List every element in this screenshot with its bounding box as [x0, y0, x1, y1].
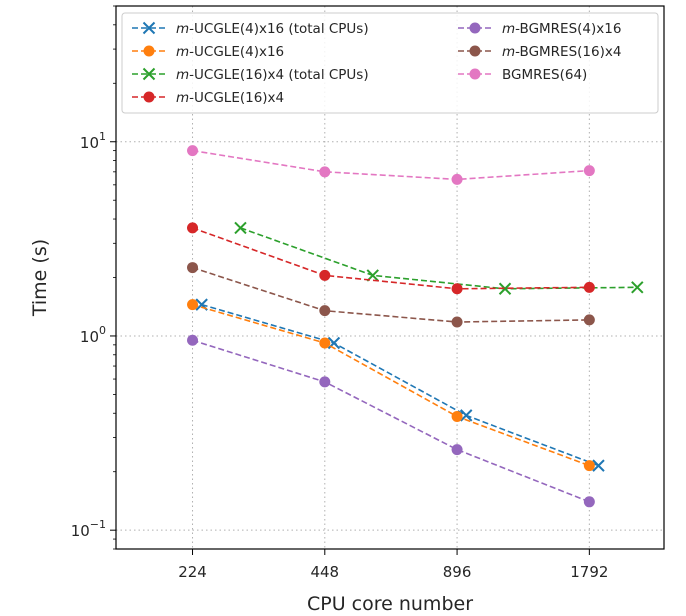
y-tick-label: 10−1 [71, 518, 106, 540]
legend-label: m-BGMRES(16)x4 [502, 44, 621, 60]
series-6 [187, 262, 595, 328]
series-2 [187, 299, 595, 472]
data-point-x-marker [498, 282, 512, 295]
series-7 [187, 145, 595, 185]
x-axis: 224 448 896 1792 [178, 549, 608, 581]
series-line [192, 303, 590, 467]
series-line [192, 266, 590, 323]
legend-entry: m-UCGLE(16)x4 [132, 90, 284, 106]
legend-marker [143, 91, 155, 103]
x-axis-title: CPU core number [307, 593, 473, 615]
legend-entry: m-BGMRES(4)x16 [458, 21, 621, 37]
legend-box [121, 12, 659, 114]
data-point [187, 222, 199, 234]
x-tick-label: 1792 [570, 563, 608, 581]
data-point [319, 166, 331, 178]
legend-marker [469, 22, 481, 34]
legend-marker [469, 68, 481, 80]
data-point [583, 281, 595, 293]
data-point [451, 316, 463, 328]
y-axis-title: Time (s) [29, 239, 51, 317]
data-point [583, 496, 595, 508]
legend-entry: m-UCGLE(4)x16 [132, 44, 284, 60]
series-line [201, 303, 599, 467]
series-line [240, 227, 638, 290]
legend-label: m-BGMRES(4)x16 [502, 21, 621, 37]
data-point [583, 165, 595, 177]
data-point-x-marker [460, 409, 473, 422]
data-point [187, 262, 199, 274]
data-point [583, 460, 595, 472]
legend-x-marker [142, 67, 156, 81]
legend-entry: m-BGMRES(16)x4 [458, 44, 621, 60]
series-line [192, 227, 590, 290]
data-point-x-marker [234, 221, 247, 235]
data-point [187, 145, 199, 157]
x-tick-label: 896 [443, 563, 472, 581]
series-4 [187, 222, 595, 295]
series-line [192, 339, 590, 503]
legend-x-marker [142, 21, 156, 35]
data-point-x-marker [592, 459, 605, 472]
legend-label: m-UCGLE(4)x16 (total CPUs) [176, 21, 369, 37]
series-5 [187, 334, 595, 508]
data-point [583, 314, 595, 326]
data-point [319, 337, 331, 349]
legend-label: m-UCGLE(16)x4 (total CPUs) [176, 67, 369, 83]
data-point-x-marker [631, 281, 644, 294]
y-tick-label: 101 [80, 130, 106, 152]
y-tick-label: 100 [80, 324, 106, 346]
data-point [187, 299, 199, 311]
series-layer [187, 145, 644, 508]
x-tick-label: 224 [178, 563, 207, 581]
legend-entry: m-UCGLE(16)x4 (total CPUs) [132, 67, 369, 83]
legend-entry: BGMRES(64) [458, 67, 587, 83]
legend-label: m-UCGLE(16)x4 [176, 90, 284, 106]
legend-label: BGMRES(64) [502, 67, 587, 83]
data-point [451, 173, 463, 185]
y-axis: 10−1 100 101 [71, 5, 116, 550]
legend: m-UCGLE(4)x16 (total CPUs) m-UCGLE(4)x16 m… [121, 12, 659, 114]
x-tick-label: 448 [310, 563, 339, 581]
legend-entry: m-UCGLE(4)x16 (total CPUs) [132, 21, 369, 37]
series-3 [234, 221, 644, 295]
legend-marker [469, 45, 481, 57]
data-point [451, 444, 463, 456]
data-point [319, 269, 331, 281]
series-line [192, 149, 590, 181]
data-point [451, 283, 463, 295]
data-point [187, 334, 199, 346]
data-point [319, 376, 331, 388]
legend-marker [143, 45, 155, 57]
data-point [319, 305, 331, 317]
legend-label: m-UCGLE(4)x16 [176, 44, 284, 60]
data-point [451, 410, 463, 422]
